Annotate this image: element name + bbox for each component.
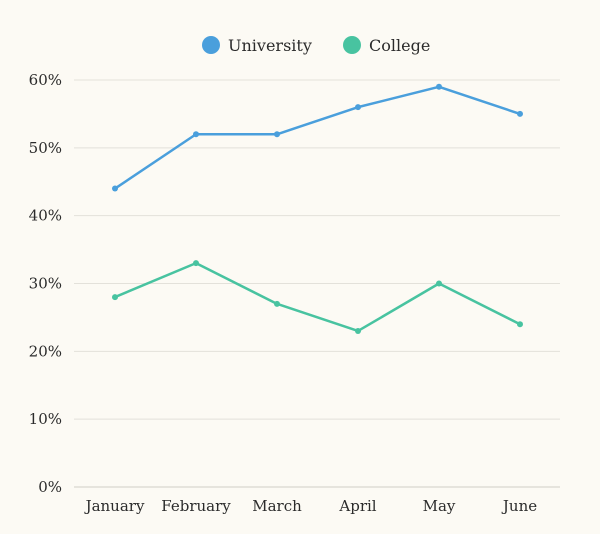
legend-swatch-university [202,36,220,54]
x-tick-label: June [501,497,537,515]
y-tick-label: 40% [29,207,62,225]
legend-label-college: College [369,36,430,55]
university-data-point [355,104,361,111]
university-data-point [517,110,523,117]
x-tick-label: May [423,497,456,515]
college-data-point [517,321,523,328]
x-tick-label: March [252,497,302,515]
legend-label-university: University [228,36,312,55]
college-data-point [274,300,280,307]
x-tick-label: January [84,497,145,515]
y-tick-label: 60% [29,71,62,89]
x-tick-label: April [338,497,376,515]
y-tick-label: 0% [38,478,62,496]
university-series-line [113,85,522,190]
university-data-point [274,131,280,138]
x-tick-label: February [161,497,231,515]
college-series-line [113,261,522,333]
college-data-point [193,260,199,267]
y-tick-label: 50% [29,139,62,157]
y-tick-label: 20% [29,342,62,360]
college-data-point [112,294,118,301]
university-data-point [193,131,199,138]
college-data-point [355,327,361,334]
college-data-point [436,280,442,287]
y-tick-label: 30% [29,275,62,293]
university-data-point [436,83,442,90]
university-data-point [112,185,118,192]
legend-swatch-college [343,36,361,54]
y-tick-label: 10% [29,410,62,428]
